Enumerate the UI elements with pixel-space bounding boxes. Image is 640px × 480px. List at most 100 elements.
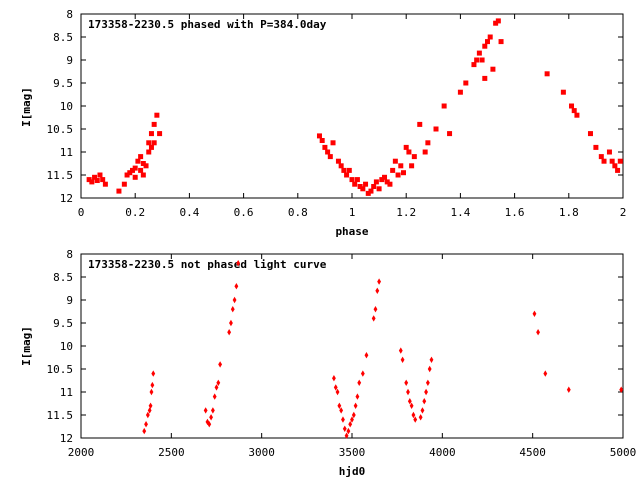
- data-point: [474, 57, 480, 63]
- x-tick-label: 4500: [519, 446, 546, 459]
- x-tick-label: 1.4: [450, 206, 470, 219]
- data-point: [148, 402, 153, 409]
- data-point: [612, 163, 618, 169]
- data-point: [390, 167, 396, 173]
- data-point: [398, 347, 403, 354]
- data-point: [441, 103, 447, 109]
- data-point: [398, 163, 404, 169]
- data-point: [203, 407, 208, 414]
- data-point: [487, 34, 493, 40]
- x-tick-label: 4000: [429, 446, 456, 459]
- data-point: [400, 356, 405, 363]
- data-point: [143, 163, 149, 169]
- x-tick-label: 3500: [339, 446, 366, 459]
- data-point: [375, 287, 380, 294]
- y-tick-label: 8: [66, 8, 73, 21]
- data-point: [335, 388, 340, 396]
- data-point: [232, 296, 237, 304]
- y-tick-label: 9.5: [53, 317, 73, 330]
- axis-ticks: 2000 2500 3000 3500 4000 4500 5000 8 8.5 9 9.5 10 10…: [47, 248, 637, 459]
- data-point: [532, 310, 537, 317]
- data-point: [319, 138, 325, 143]
- x-tick-label: 0.4: [179, 206, 199, 219]
- data-point: [94, 178, 100, 184]
- data-point: [379, 177, 385, 183]
- data-point: [216, 379, 221, 386]
- data-point: [406, 149, 412, 155]
- data-point: [350, 416, 354, 423]
- plot-frame: [80, 13, 624, 199]
- data-point: [404, 379, 409, 386]
- y-tick-label: 9: [66, 54, 73, 67]
- data-point: [212, 393, 217, 400]
- y-tick-label: 8.5: [53, 271, 73, 284]
- data-points: [142, 260, 624, 439]
- data-point: [353, 402, 358, 409]
- data-point: [97, 172, 103, 178]
- x-tick-label: 1: [349, 206, 356, 219]
- data-point: [148, 144, 154, 150]
- y-tick-label: 11.5: [47, 169, 74, 182]
- y-tick-label: 11: [60, 146, 73, 159]
- data-point: [360, 370, 365, 377]
- data-point: [457, 89, 463, 95]
- x-axis-label: hjd0: [339, 465, 366, 478]
- y-tick-label: 10.5: [47, 123, 74, 136]
- data-point: [124, 172, 130, 178]
- data-point: [569, 103, 575, 109]
- x-tick-label: 0.8: [288, 206, 308, 219]
- data-point: [218, 361, 223, 368]
- data-point: [146, 149, 152, 155]
- unphased-light-curve-panel: 173358-2230.5 not phased light curve hjd…: [20, 248, 636, 478]
- data-point: [392, 158, 398, 164]
- data-point: [619, 386, 624, 393]
- data-point: [341, 416, 345, 423]
- data-point: [495, 18, 501, 24]
- data-point: [606, 149, 612, 155]
- y-tick-label: 9.5: [53, 77, 73, 90]
- data-point: [574, 112, 580, 118]
- data-point: [463, 80, 469, 86]
- data-point: [560, 89, 566, 95]
- data-point: [422, 398, 427, 405]
- data-point: [424, 388, 428, 396]
- x-tick-label: 0.6: [234, 206, 254, 219]
- x-tick-label: 1.8: [559, 206, 579, 219]
- data-point: [544, 71, 550, 77]
- data-point: [210, 407, 215, 414]
- data-point: [411, 411, 416, 419]
- data-points: [86, 18, 623, 196]
- data-point: [355, 393, 360, 400]
- x-tick-label: 2000: [68, 446, 95, 459]
- data-point: [387, 181, 393, 187]
- data-point: [427, 365, 432, 373]
- data-point: [400, 170, 406, 176]
- y-tick-label: 10: [60, 340, 73, 353]
- x-axis-label: phase: [335, 225, 368, 238]
- data-point: [536, 329, 541, 336]
- data-point: [433, 126, 439, 132]
- data-point: [132, 174, 138, 180]
- x-tick-label: 0: [78, 206, 85, 219]
- data-point: [357, 184, 363, 189]
- x-tick-label: 2500: [158, 446, 185, 459]
- data-point: [593, 144, 599, 150]
- data-point: [376, 186, 382, 192]
- data-point: [543, 370, 548, 377]
- data-point: [471, 62, 477, 68]
- data-point: [615, 167, 621, 173]
- x-tick-label: 5000: [610, 446, 637, 459]
- data-point: [86, 177, 92, 183]
- data-point: [341, 167, 347, 173]
- data-point: [601, 158, 607, 164]
- data-point: [617, 158, 623, 164]
- data-point: [316, 133, 322, 139]
- x-tick-label: 3000: [248, 446, 275, 459]
- data-point: [127, 170, 133, 176]
- data-point: [322, 144, 328, 150]
- y-tick-label: 10: [60, 100, 73, 113]
- data-point: [157, 131, 163, 137]
- x-tick-label: 0.2: [125, 206, 145, 219]
- data-point: [209, 414, 213, 421]
